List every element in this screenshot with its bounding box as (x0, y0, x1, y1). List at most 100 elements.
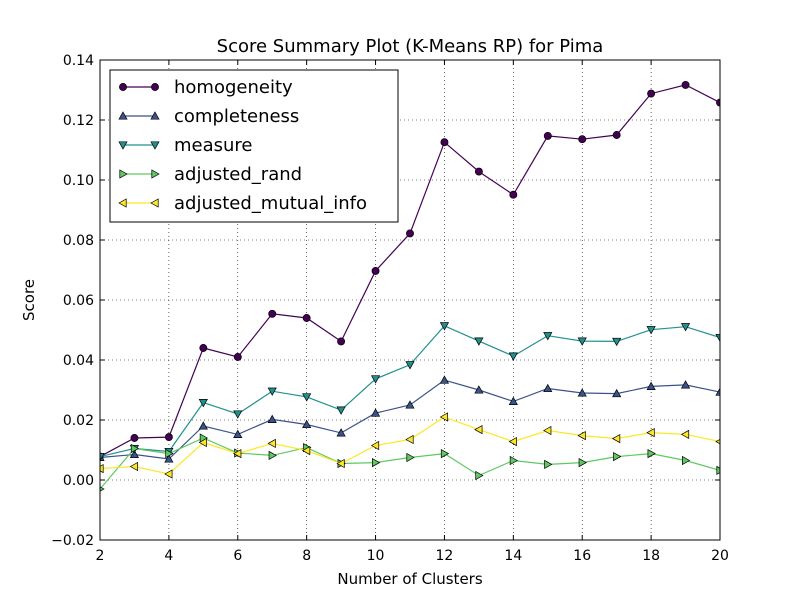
data-point (336, 458, 345, 469)
data-point (336, 406, 346, 415)
data-point (577, 431, 586, 441)
series-completeness (100, 375, 720, 463)
data-point (372, 458, 381, 468)
data-point (164, 469, 173, 479)
data-point (611, 434, 621, 444)
data-point (130, 443, 140, 454)
data-point (543, 383, 553, 393)
data-point (577, 388, 587, 397)
data-point (508, 352, 518, 361)
y-tick-label: 0.06 (63, 293, 94, 309)
data-point (406, 452, 415, 463)
y-axis-title: Score (20, 279, 38, 321)
legend-marker (150, 198, 159, 208)
series-line (100, 379, 720, 460)
chart-title: Score Summary Plot (K-Means RP) for Pima (217, 36, 604, 57)
data-point (508, 396, 518, 405)
data-point (578, 135, 587, 144)
data-point (509, 455, 519, 466)
data-point (164, 454, 174, 463)
y-tick-label: −0.02 (51, 533, 94, 549)
data-point (233, 410, 243, 419)
data-point (716, 465, 720, 475)
data-point (302, 393, 312, 402)
data-point (716, 98, 720, 107)
data-point (371, 266, 380, 275)
legend-marker (118, 198, 127, 208)
legend-marker (118, 111, 128, 120)
data-point (198, 437, 207, 448)
data-point (198, 399, 208, 408)
legend-label: adjusted_mutual_info (174, 193, 367, 214)
data-point (301, 446, 311, 456)
legend-label: adjusted_rand (174, 164, 302, 185)
data-point (267, 414, 277, 423)
legend-item: homogeneity (119, 77, 293, 98)
data-point (680, 380, 691, 389)
x-tick-label: 16 (573, 548, 591, 564)
data-point (474, 337, 484, 346)
data-point (370, 440, 380, 451)
data-point (647, 89, 656, 98)
legend-marker (119, 169, 128, 179)
data-point (370, 375, 381, 384)
data-point (440, 138, 449, 147)
data-point (647, 449, 656, 459)
data-point (233, 429, 243, 438)
data-point (612, 388, 622, 398)
legend-marker (118, 141, 128, 150)
data-point (544, 459, 553, 469)
series-adjusted-rand (100, 433, 720, 492)
legend-item: measure (118, 135, 253, 156)
data-point (474, 425, 483, 435)
legend-label: completeness (174, 106, 299, 127)
data-point (129, 461, 138, 472)
data-point (439, 322, 450, 331)
y-tick-label: 0.10 (63, 173, 94, 189)
data-point (129, 449, 140, 459)
data-point (577, 337, 587, 346)
legend-item: adjusted_rand (119, 164, 302, 185)
data-point (646, 326, 656, 335)
data-point (199, 344, 208, 352)
data-point (474, 385, 484, 394)
data-point (405, 400, 415, 409)
data-point (100, 453, 105, 462)
data-point (233, 449, 242, 459)
data-point (682, 455, 691, 466)
data-point (612, 131, 621, 139)
data-point (543, 425, 552, 436)
data-point (100, 464, 104, 474)
data-point (164, 433, 173, 442)
data-point (475, 470, 484, 481)
series-layer (100, 80, 720, 492)
data-point (715, 387, 720, 396)
data-point (267, 387, 277, 396)
data-point (578, 458, 587, 468)
data-point (508, 437, 517, 447)
x-tick-label: 20 (711, 548, 729, 564)
legend-label: measure (174, 135, 253, 156)
data-point (646, 428, 655, 438)
x-tick-label: 12 (436, 548, 454, 564)
data-point (543, 332, 553, 341)
y-tick-label: 0.04 (63, 353, 94, 369)
data-point (370, 408, 381, 417)
data-point (715, 333, 720, 343)
data-point (509, 190, 518, 199)
x-tick-label: 4 (164, 548, 173, 564)
x-tick-label: 2 (96, 548, 105, 564)
data-point (439, 412, 448, 422)
series-adjusted-mutual-info (100, 412, 720, 479)
y-tick-label: 0.12 (63, 113, 94, 129)
data-point (198, 421, 208, 430)
data-point (267, 438, 276, 448)
x-axis-title: Number of Clusters (337, 570, 482, 588)
axes: 2 4 6 8 10 12 14 16 18 20 −0.02 0.00 0.02 0.04 0.06 0.0… (51, 53, 729, 564)
data-point (130, 434, 139, 442)
data-point (439, 375, 450, 384)
data-point (680, 429, 690, 439)
data-point (681, 80, 690, 89)
